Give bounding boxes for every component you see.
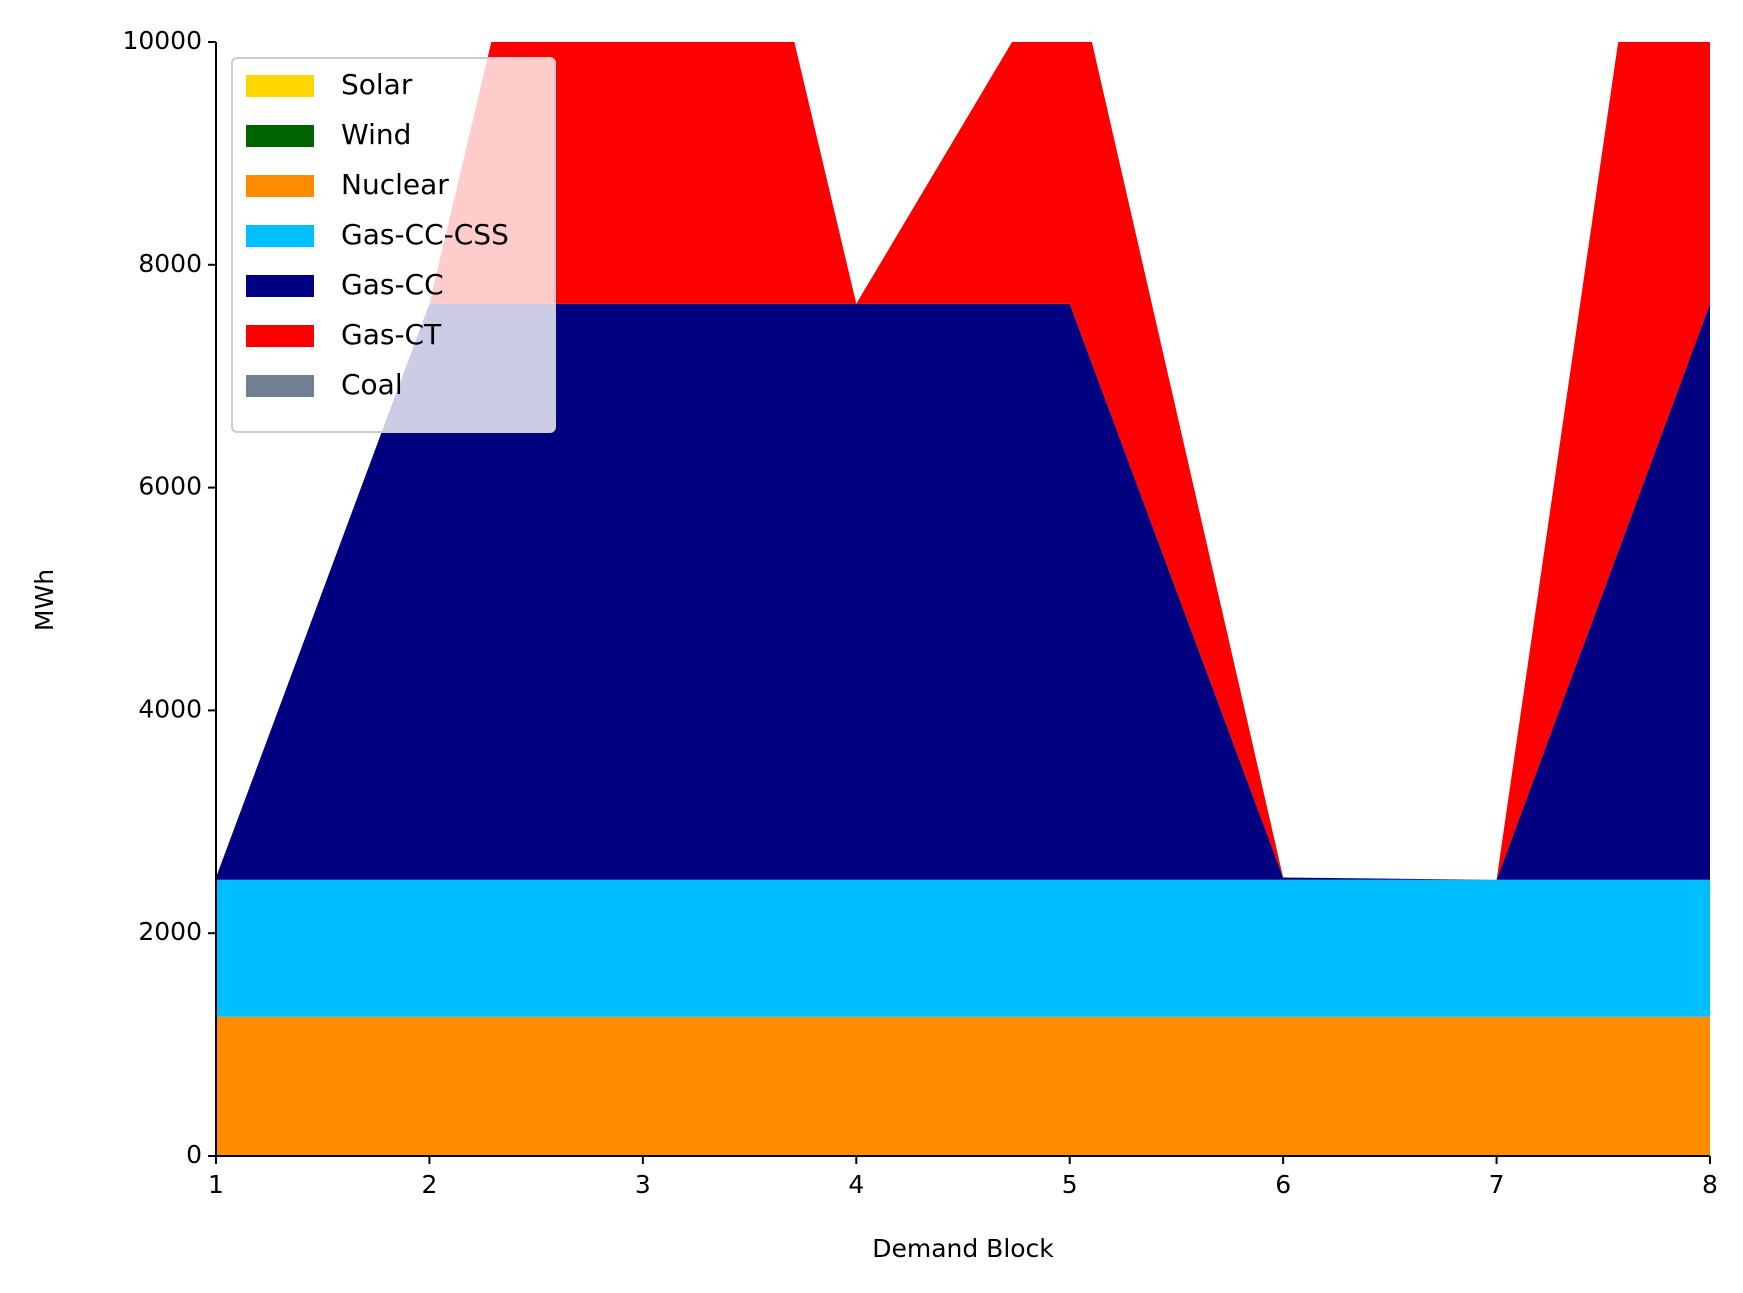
x-tick-label: 4 [848,1170,864,1199]
x-tick-label: 1 [208,1170,224,1199]
legend-label: Coal [341,368,403,401]
x-axis-label: Demand Block [872,1234,1054,1263]
legend-swatch [246,75,314,97]
legend-swatch [246,325,314,347]
legend-swatch [246,225,314,247]
y-tick-label: 10000 [122,26,202,55]
legend-label: Solar [341,68,413,101]
area [216,1016,1710,1156]
legend-swatch [246,375,314,397]
x-tick-label: 2 [421,1170,437,1199]
area [216,303,1710,880]
x-tick-label: 3 [635,1170,651,1199]
x-tick-label: 7 [1489,1170,1505,1199]
area [216,879,1710,1017]
legend-swatch [246,275,314,297]
legend: Solar Wind Nuclear Gas-CC-CSS Gas-CC Gas-CT Co… [231,57,556,433]
axes: 0 2000 4000 6000 8000 10000 1 2 3 4 5 6 7 8 [122,26,1717,1199]
y-tick-label: 4000 [138,694,202,723]
legend-label: Wind [341,118,411,151]
x-tick-label: 5 [1062,1170,1078,1199]
x-tick-label: 6 [1275,1170,1291,1199]
legend-label: Gas-CC-CSS [341,218,509,251]
legend-swatch [246,125,314,147]
y-tick-label: 8000 [138,249,202,278]
legend-swatch [246,175,314,197]
y-tick-label: 2000 [138,917,202,946]
plot-area [216,42,1710,1156]
x-tick-label: 8 [1702,1170,1718,1199]
y-axis-label: MWh [30,569,59,631]
legend-label: Nuclear [341,168,449,201]
area [216,42,1710,880]
y-tick-label: 0 [186,1140,202,1169]
legend-label: Gas-CC [341,268,444,301]
legend-label: Gas-CT [341,318,442,351]
y-tick-label: 6000 [138,472,202,501]
